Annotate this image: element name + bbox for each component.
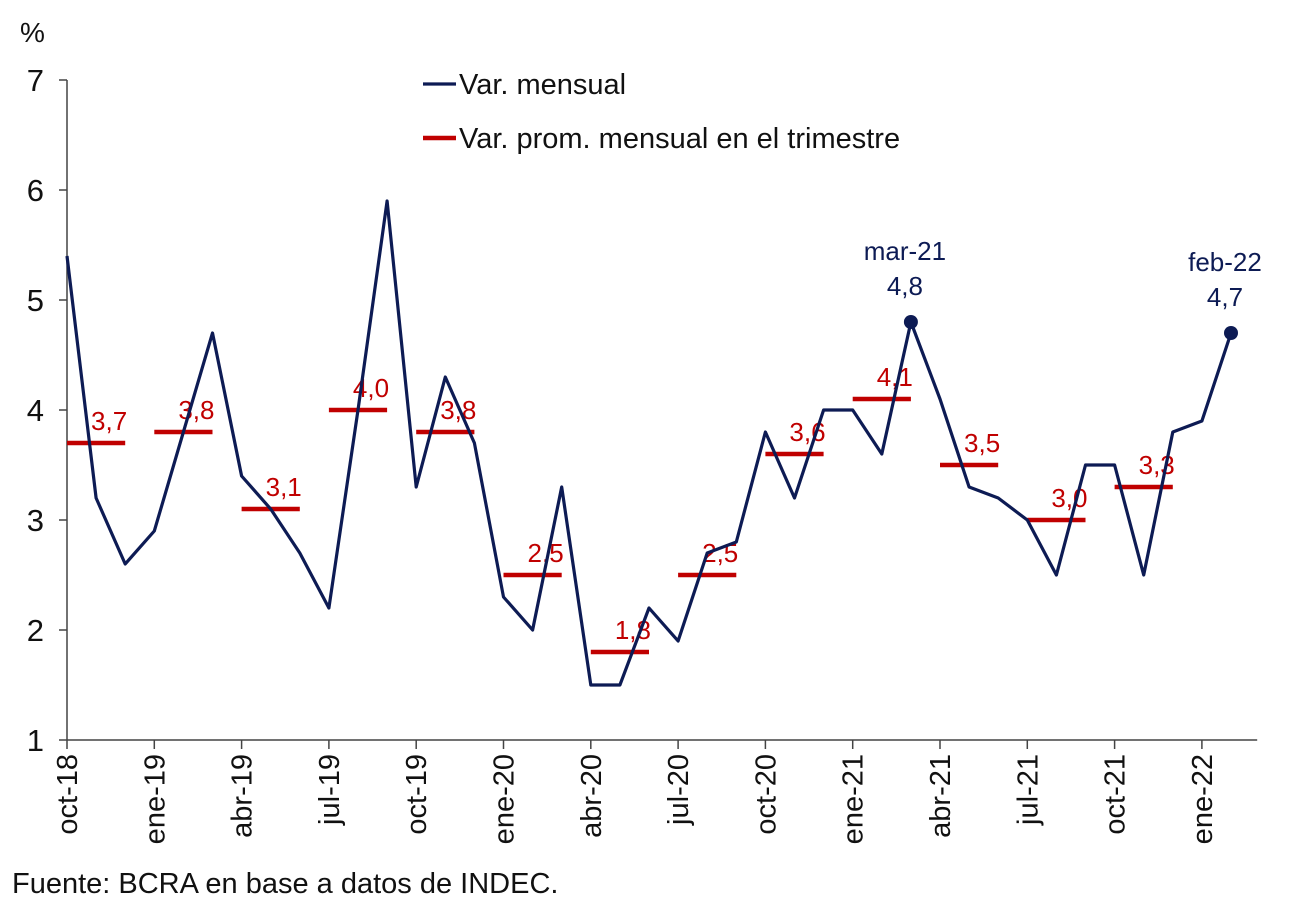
y-tick-label: 1: [27, 723, 44, 758]
y-tick-label: 4: [27, 393, 44, 428]
quarter-average-label: 4,1: [877, 362, 913, 392]
x-tick-label: oct-21: [1100, 754, 1132, 835]
quarter-average-label: 3,8: [178, 395, 214, 425]
quarter-average-label: 3,7: [91, 406, 127, 436]
quarterly-averages: 3,7 3,83,14,03,82,51,82,53,64,13,53,03,3: [67, 362, 1175, 655]
source-note: Fuente: BCRA en base a datos de INDEC.: [12, 868, 559, 900]
quarter-average-label: 3,5: [964, 428, 1000, 458]
monthly-series: [65, 199, 1233, 687]
highlight-point: [1224, 326, 1238, 340]
y-tick-label: 6: [27, 173, 44, 208]
highlight-value-label: 4,8: [887, 271, 923, 301]
highlight-date-label: feb-22: [1188, 247, 1262, 277]
x-tick-label: abr-20: [576, 754, 608, 838]
x-tick-label: ene-21: [838, 754, 870, 844]
x-tick-label: ene-19: [139, 754, 171, 844]
x-tick-label: jul-20: [663, 754, 695, 826]
quarter-average-label: 3,1: [266, 472, 302, 502]
x-tick-label: abr-19: [227, 754, 259, 838]
y-tick-label: 5: [27, 283, 44, 318]
highlight-point: [903, 315, 918, 329]
y-tick-label: 2: [27, 613, 44, 648]
legend-label-monthly: Var. mensual: [459, 69, 626, 101]
highlight-value-label: 4,7: [1207, 282, 1243, 312]
x-tick-label: oct-20: [750, 754, 782, 835]
chart: % 1 2 3 4 5 6 7 oct-18 ene-19 abr-19 jul-19 oct-19 en…: [20, 17, 1262, 844]
x-tick-label: ene-22: [1187, 754, 1219, 844]
x-tick-label: oct-19: [401, 754, 433, 835]
y-tick-label: 7: [27, 63, 44, 98]
annotations: mar-21 4,8 feb-22 4,7: [864, 236, 1262, 340]
x-tick-label: abr-21: [925, 754, 957, 838]
quarter-average-label: 3,0: [1051, 483, 1087, 513]
highlight-date-label: mar-21: [864, 236, 946, 266]
legend-label-quarterly: Var. prom. mensual en el trimestre: [459, 123, 900, 155]
monthly-line: [65, 199, 1233, 687]
x-tick-label: jul-19: [314, 754, 346, 826]
x-tick-label: ene-20: [489, 754, 521, 844]
x-tick-label: oct-18: [52, 754, 84, 835]
axes: % 1 2 3 4 5 6 7 oct-18 ene-19 abr-19 jul-19 oct-19 en…: [20, 17, 1258, 844]
y-unit-label: %: [20, 17, 45, 48]
x-tick-label: jul-21: [1012, 754, 1044, 826]
legend: Var. mensual Var. prom. mensual en el tri…: [423, 69, 900, 155]
y-tick-label: 3: [27, 503, 44, 538]
